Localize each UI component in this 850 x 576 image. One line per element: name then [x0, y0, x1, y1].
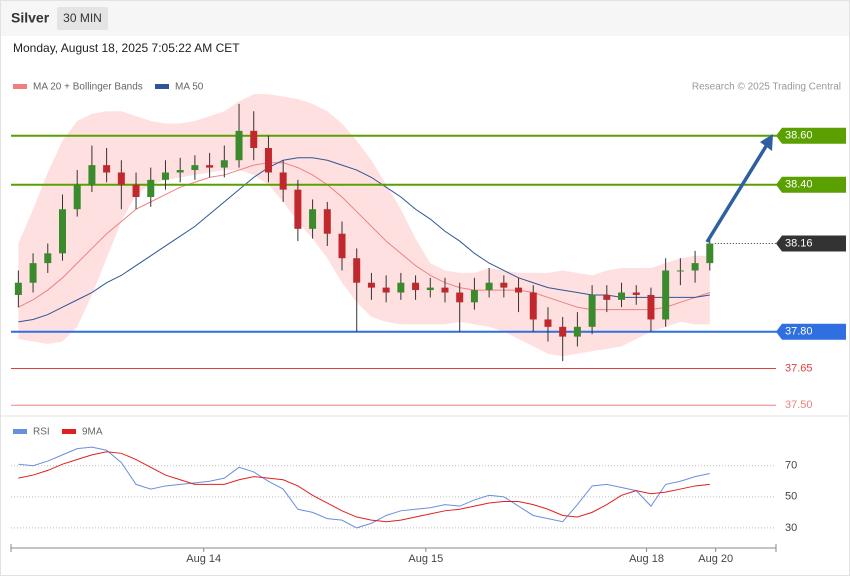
candle-body	[103, 165, 111, 173]
candle-body	[235, 130, 243, 161]
level-box	[776, 127, 846, 144]
y-tick-label: 30	[785, 522, 797, 534]
target-arrow	[705, 142, 770, 243]
last-price-box	[776, 235, 846, 252]
candle-body	[603, 294, 611, 300]
last-price-label: 38.16	[785, 237, 813, 249]
candle-body	[618, 292, 626, 300]
timeframe: 30 MIN	[63, 11, 102, 25]
timestamp: Monday, August 18, 2025 7:05:22 AM CET	[13, 41, 240, 55]
candle-body	[515, 287, 523, 293]
bollinger-band	[18, 94, 710, 357]
candle-body	[191, 165, 199, 171]
legend-label: MA 50	[175, 82, 204, 93]
candle-body	[58, 209, 66, 254]
candle-body	[559, 326, 567, 337]
candle-body	[206, 165, 214, 168]
level-box	[776, 323, 846, 340]
candle-body	[470, 290, 478, 303]
legend-label: 9MA	[82, 427, 103, 438]
candle-body	[29, 263, 37, 283]
title: Silver	[11, 10, 50, 26]
level-label: 37.65	[785, 362, 813, 374]
candle-body	[250, 130, 258, 148]
x-tick-label: Aug 18	[629, 553, 664, 565]
candle-body	[456, 292, 464, 303]
legend-swatch	[155, 84, 169, 89]
x-tick-label: Aug 14	[186, 553, 221, 565]
candle-body	[309, 209, 317, 229]
level-label: 38.60	[785, 130, 813, 142]
candle-body	[294, 189, 302, 229]
candle-body	[279, 172, 287, 190]
candle-body	[323, 209, 331, 234]
candle-body	[44, 253, 52, 264]
x-tick-label: Aug 20	[698, 553, 733, 565]
indicator-line	[18, 446, 710, 529]
candle-body	[220, 160, 228, 168]
candle-body	[353, 258, 361, 283]
candle-body	[73, 184, 81, 210]
candle-body	[706, 243, 714, 264]
candle-body	[161, 172, 169, 180]
header-bar	[1, 1, 849, 36]
level-label: 38.40	[785, 179, 813, 191]
candle-body	[662, 270, 670, 320]
indicator-line	[18, 451, 710, 523]
candle-body	[426, 287, 434, 291]
candle-body	[397, 282, 405, 293]
candle-body	[544, 319, 552, 327]
candle-body	[500, 282, 508, 288]
legend-swatch	[13, 84, 27, 89]
target-arrowhead	[760, 134, 773, 151]
candle-body	[147, 179, 155, 197]
level-label: 37.50	[785, 399, 813, 411]
candle-body	[485, 282, 493, 291]
candle-body	[338, 233, 346, 259]
candle-body	[176, 170, 184, 173]
candle-body	[588, 294, 596, 327]
y-tick-label: 50	[785, 491, 797, 503]
candle-body	[441, 287, 449, 293]
legend-swatch	[62, 429, 76, 434]
candle-body	[132, 184, 140, 197]
level-box	[776, 176, 846, 193]
credit: Research © 2025 Trading Central	[692, 82, 841, 93]
candle-body	[632, 292, 640, 295]
candle-body	[412, 282, 420, 291]
candle-body	[117, 172, 125, 185]
candle-body	[691, 263, 699, 271]
level-label: 37.80	[785, 326, 813, 338]
legend-label: RSI	[33, 427, 50, 438]
y-tick-label: 70	[785, 460, 797, 472]
layers: MA 20 + Bollinger Bands MA 50 38.60 38.40 37…	[10, 82, 846, 565]
timeframe-box	[57, 7, 108, 30]
candle-body	[529, 292, 537, 320]
candle-body	[14, 282, 22, 295]
candle-body	[676, 270, 684, 272]
candle-body	[382, 287, 390, 293]
candle-body	[573, 326, 581, 337]
candle-body	[88, 165, 96, 185]
candle-body	[367, 282, 375, 288]
candle-body	[264, 147, 272, 173]
candle-body	[647, 294, 655, 320]
x-tick-label: Aug 15	[408, 553, 443, 565]
legend-swatch	[13, 429, 27, 434]
legend-label: MA 20 + Bollinger Bands	[33, 82, 143, 93]
